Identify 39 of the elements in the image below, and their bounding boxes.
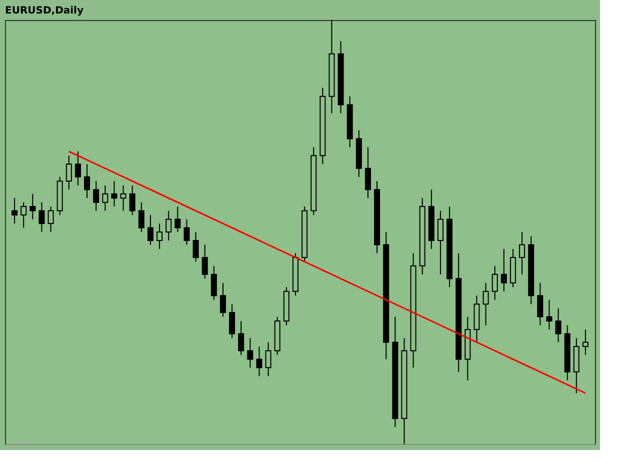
- candlestick: [537, 282, 544, 326]
- candlestick: [66, 155, 72, 190]
- candlestick: [20, 202, 27, 228]
- candlestick: [492, 265, 498, 300]
- candlestick: [156, 223, 163, 250]
- candlestick: [364, 146, 371, 199]
- candlestick: [482, 282, 489, 326]
- candlestick: [546, 299, 552, 330]
- candlestick: [202, 244, 208, 280]
- candlestick: [192, 232, 199, 262]
- candlestick: [147, 214, 154, 246]
- candlestick: [519, 232, 526, 275]
- chart-title: EURUSD,Daily: [5, 6, 84, 16]
- candlestick: [265, 342, 272, 377]
- candlestick: [48, 206, 54, 232]
- candlestick: [500, 248, 507, 292]
- candlestick: [12, 198, 18, 224]
- candlestick: [84, 164, 90, 199]
- candlestick: [74, 150, 81, 186]
- candlestick: [220, 282, 226, 318]
- candlestick: [129, 184, 136, 216]
- candlestick: [555, 308, 562, 343]
- candlestick: [111, 180, 118, 208]
- candlestick: [30, 193, 36, 220]
- candlestick: [229, 304, 236, 338]
- candlestick: [247, 338, 254, 368]
- candlestick: [238, 320, 244, 356]
- candlestick: [120, 184, 126, 212]
- candlestick: [174, 206, 181, 232]
- candlestick: [138, 202, 144, 232]
- candlestick: [210, 265, 217, 300]
- candlestick: [38, 202, 45, 232]
- candlestick: [582, 329, 588, 356]
- candlestick: [93, 180, 100, 212]
- candlestick: [184, 218, 190, 246]
- candlestick: [437, 210, 444, 275]
- candlestick: [256, 346, 262, 377]
- candlestick: [102, 184, 108, 212]
- candlestick: [166, 210, 172, 241]
